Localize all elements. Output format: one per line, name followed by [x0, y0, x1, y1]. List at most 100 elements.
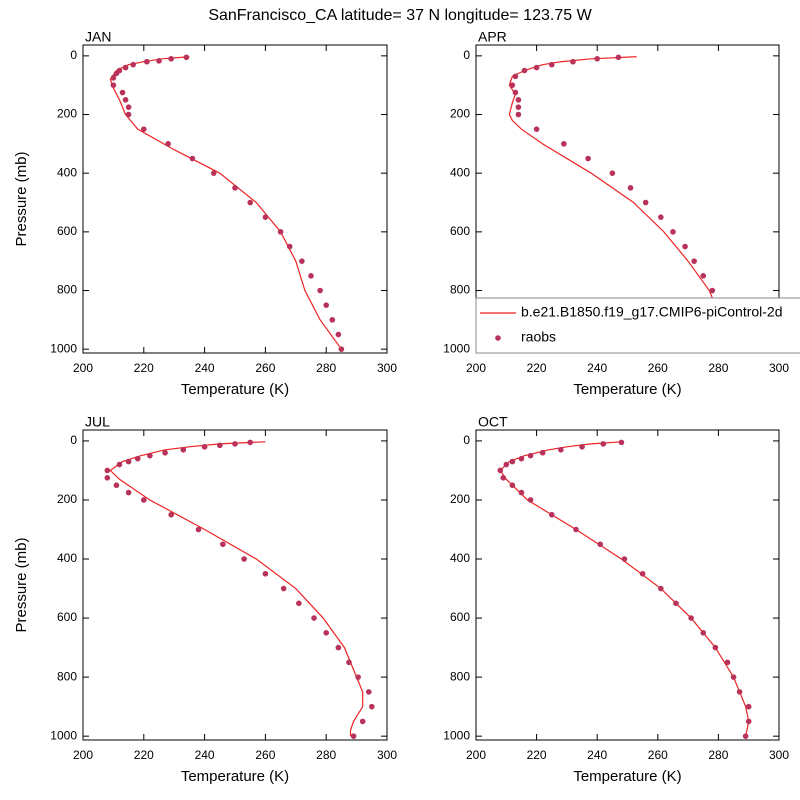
y-tick-label: 0	[70, 48, 77, 62]
panel: JUL 200 220 240 260 280 300 0 200 400 600 800 1000 Te…	[13, 414, 397, 785]
y-axis-label: Pressure (mb)	[13, 537, 30, 632]
raobs-point	[359, 718, 366, 725]
x-tick-label: 260	[255, 361, 275, 375]
raobs-point	[210, 170, 217, 176]
raobs-point	[579, 444, 585, 450]
raobs-point	[317, 287, 323, 294]
legend-box	[475, 297, 800, 354]
raobs-point	[299, 258, 305, 264]
raobs-point	[286, 243, 293, 250]
raobs-point	[365, 689, 372, 695]
raobs-point	[500, 475, 507, 481]
x-tick-label: 200	[466, 748, 486, 762]
raobs-point	[113, 70, 120, 77]
x-tick-label: 220	[527, 748, 547, 762]
raobs-point	[329, 317, 336, 323]
raobs-point	[512, 73, 519, 80]
panel: OCT 200 220 240 260 280 300 0 200 400 600 800 1000 Te…	[443, 414, 789, 785]
raobs-point	[585, 155, 591, 162]
raobs-point	[141, 497, 147, 503]
y-tick-label: 1000	[443, 728, 470, 742]
x-tick-label: 240	[587, 361, 607, 375]
raobs-point	[296, 600, 302, 607]
raobs-point	[147, 452, 153, 459]
raobs-point	[355, 674, 361, 680]
legend-label: raobs	[521, 329, 556, 345]
model-line	[508, 56, 735, 350]
x-tick-label: 300	[769, 361, 789, 375]
x-tick-label: 220	[134, 748, 154, 762]
raobs-point	[122, 97, 129, 103]
raobs-point	[308, 273, 314, 279]
x-tick-label: 260	[648, 748, 668, 762]
y-tick-label: 0	[70, 433, 77, 447]
raobs-point	[180, 446, 187, 453]
raobs-point	[262, 570, 269, 577]
y-tick-label: 600	[450, 610, 470, 624]
raobs-point	[165, 141, 171, 147]
x-tick-label: 220	[134, 361, 154, 375]
raobs-point	[141, 126, 147, 132]
raobs-point	[503, 461, 510, 468]
y-tick-label: 400	[450, 165, 470, 179]
raobs-point	[700, 630, 707, 636]
raobs-point	[241, 556, 247, 562]
raobs-point	[691, 258, 697, 264]
x-tick-label: 240	[195, 361, 215, 375]
y-tick-label: 800	[57, 283, 77, 297]
raobs-point	[700, 273, 707, 279]
raobs-point	[110, 82, 117, 88]
raobs-point	[682, 243, 688, 250]
raobs-point	[509, 458, 516, 465]
raobs-point	[658, 585, 664, 592]
x-tick-label: 200	[73, 361, 93, 375]
raobs-point	[104, 475, 111, 481]
raobs-point	[262, 214, 269, 220]
raobs-point	[232, 441, 238, 447]
y-tick-label: 800	[450, 669, 470, 683]
raobs-point	[247, 199, 253, 206]
plot-area	[109, 54, 345, 352]
raobs-point	[125, 104, 132, 110]
raobs-point	[189, 155, 196, 162]
model-line	[109, 441, 364, 737]
raobs-point	[515, 111, 522, 118]
raobs-point	[168, 511, 174, 518]
plot-frame	[82, 44, 388, 354]
raobs-point	[125, 111, 132, 118]
y-tick-label: 0	[463, 48, 470, 62]
plot-area	[104, 439, 375, 739]
raobs-point	[512, 89, 519, 96]
y-tick-label: 1000	[50, 341, 77, 355]
x-tick-label: 260	[255, 748, 275, 762]
x-axis-label: Temperature (K)	[181, 381, 289, 398]
raobs-point	[515, 104, 522, 110]
x-tick-label: 240	[587, 748, 607, 762]
x-tick-label: 280	[316, 748, 336, 762]
raobs-point	[615, 54, 622, 61]
raobs-point	[712, 644, 719, 651]
raobs-point	[509, 482, 516, 489]
raobs-point	[144, 58, 150, 65]
raobs-point	[670, 229, 676, 235]
raobs-point	[338, 346, 345, 352]
raobs-point	[594, 55, 600, 62]
raobs-point	[533, 64, 540, 71]
x-tick-label: 280	[708, 748, 728, 762]
raobs-point	[639, 570, 646, 577]
raobs-point	[561, 141, 567, 147]
raobs-point	[335, 644, 342, 651]
raobs-point	[597, 541, 604, 548]
legend-label: b.e21.B1850.f19_g17.CMIP6-piControl-2d	[521, 304, 783, 320]
raobs-point	[724, 659, 731, 666]
panel: APR 200 220 240 260 280 300 0 200 400 600 800 1000 Te…	[443, 29, 800, 398]
panel-title: APR	[478, 29, 507, 45]
y-tick-label: 600	[57, 224, 77, 238]
y-tick-label: 200	[57, 107, 77, 121]
raobs-point	[518, 489, 525, 496]
panel-title: JAN	[85, 29, 111, 45]
x-axis-label: Temperature (K)	[573, 381, 681, 398]
y-tick-label: 400	[57, 165, 77, 179]
y-tick-label: 600	[450, 224, 470, 238]
raobs-point	[104, 467, 111, 474]
